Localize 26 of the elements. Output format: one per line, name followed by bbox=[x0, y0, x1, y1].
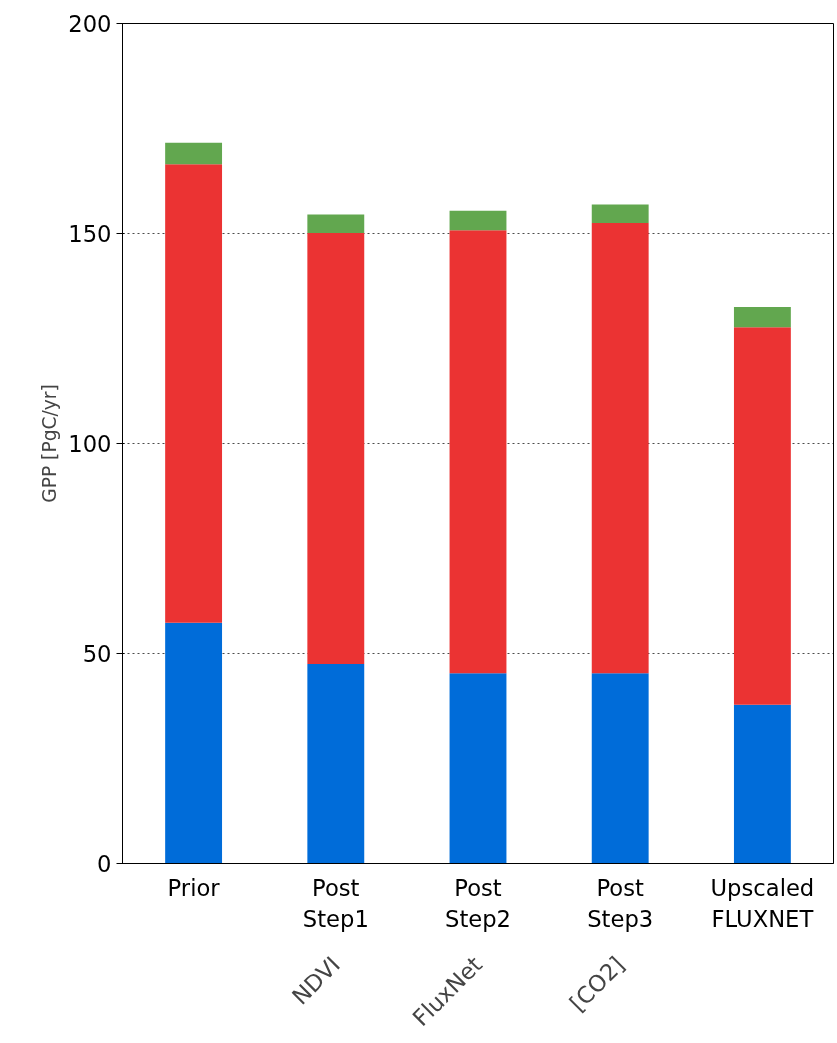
bar bbox=[591, 673, 649, 864]
bar bbox=[307, 214, 365, 234]
y-tick-label: 50 bbox=[82, 641, 112, 667]
x-tick-label: Post Step2 bbox=[445, 874, 511, 932]
bar bbox=[307, 233, 365, 664]
bar bbox=[449, 673, 507, 864]
bar bbox=[591, 204, 649, 223]
y-tick-label: 150 bbox=[68, 221, 112, 247]
bar bbox=[591, 223, 649, 674]
bar bbox=[449, 230, 507, 674]
bar bbox=[733, 307, 791, 328]
y-tick-label: 200 bbox=[68, 11, 112, 37]
bar bbox=[733, 704, 791, 864]
bar bbox=[733, 327, 791, 705]
y-tick-label: 0 bbox=[97, 851, 112, 877]
bar bbox=[165, 142, 223, 165]
bar bbox=[449, 210, 507, 231]
x-tick-label: Prior bbox=[167, 874, 221, 901]
x-tick-label: Post Step1 bbox=[302, 874, 369, 932]
x-tick-label: Post Step3 bbox=[587, 874, 654, 932]
bar bbox=[165, 164, 223, 623]
bar bbox=[165, 622, 223, 864]
x-tick-label: Upscaled FLUXNET bbox=[710, 874, 815, 932]
bar bbox=[307, 664, 365, 864]
y-tick-label: 100 bbox=[68, 431, 112, 457]
y-axis-title: GPP [PgC/yr] bbox=[39, 384, 61, 503]
